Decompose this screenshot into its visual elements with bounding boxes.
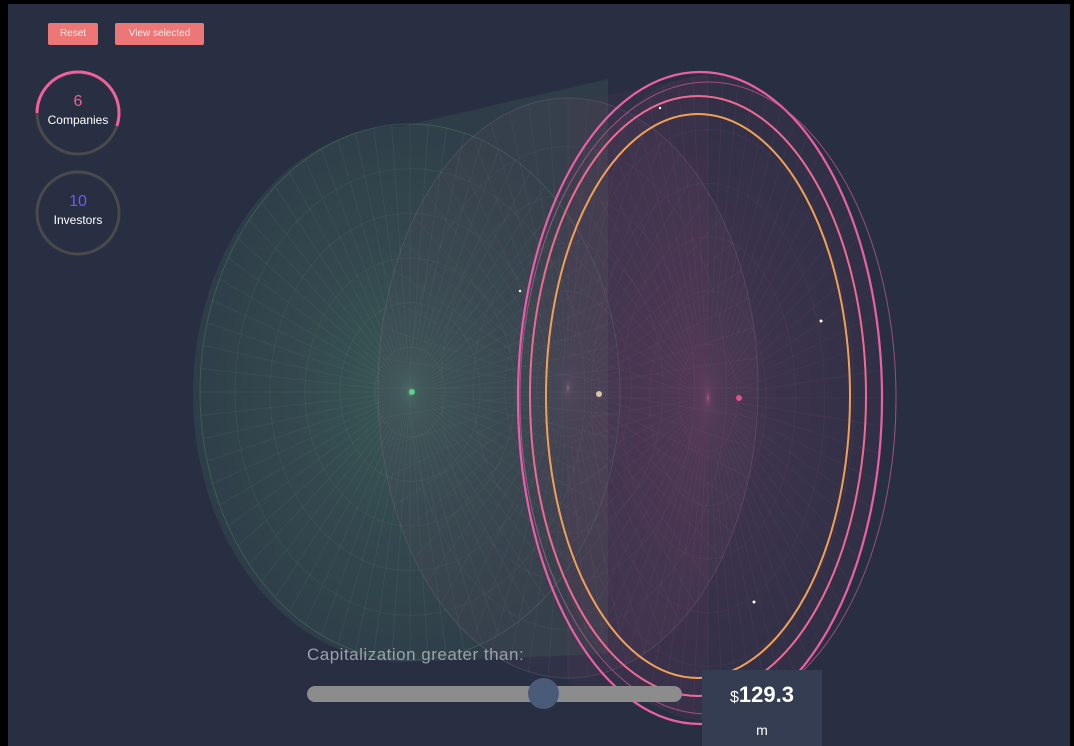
- capitalization-slider-thumb[interactable]: [528, 678, 560, 709]
- companies-count: 6: [73, 93, 83, 110]
- reset-button[interactable]: Reset: [48, 23, 98, 45]
- investors-count: 10: [69, 193, 87, 210]
- outer-pink-ring: [516, 70, 884, 726]
- node-dot[interactable]: [518, 289, 522, 293]
- capitalization-filter-label: Capitalization greater than:: [307, 645, 525, 664]
- network-nodes: [409, 106, 823, 604]
- company-node[interactable]: [736, 395, 742, 401]
- companies-label: Companies: [47, 113, 109, 127]
- investors-progress-ring: [35, 170, 121, 256]
- capitalization-unit: m: [756, 722, 768, 738]
- investor-node[interactable]: [409, 389, 415, 395]
- capitalization-slider-track[interactable]: [307, 686, 682, 702]
- node-dot[interactable]: [819, 319, 823, 323]
- view-selected-button[interactable]: View selected: [115, 23, 204, 45]
- inner-orange-ring: [545, 113, 851, 679]
- node-dot[interactable]: [658, 106, 662, 110]
- middle-pink-ring: [529, 95, 867, 697]
- investors-label: Investors: [53, 213, 103, 227]
- companies-counter: 6 Companies: [33, 68, 123, 158]
- node-dot[interactable]: [752, 600, 756, 604]
- capitalization-value-box: $129.3 m: [702, 670, 822, 746]
- network-visualization-canvas[interactable]: [8, 4, 1070, 746]
- companies-progress-ring: [35, 70, 121, 156]
- company-node[interactable]: [596, 391, 602, 397]
- visualization-app: Reset View selected 6 Companies 10 Inves…: [8, 4, 1070, 746]
- capitalization-rings: [516, 70, 897, 726]
- pink-cylinder: [532, 74, 884, 721]
- capitalization-value: 129.3: [738, 682, 794, 707]
- currency-symbol: $: [730, 689, 739, 706]
- capitalization-amount: $129.3: [702, 682, 822, 708]
- investors-counter: 10 Investors: [33, 168, 123, 258]
